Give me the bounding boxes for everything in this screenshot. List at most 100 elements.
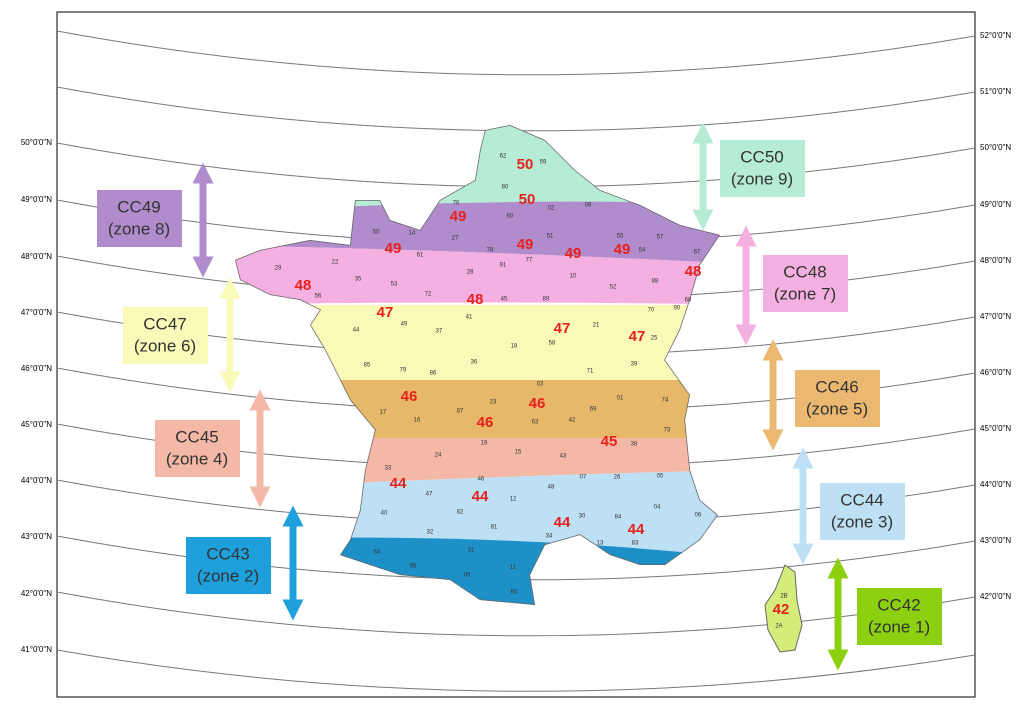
department-number: 70 bbox=[648, 308, 655, 314]
zone-code: CC45 bbox=[175, 427, 218, 446]
zone-name: (zone 2) bbox=[197, 566, 259, 585]
latitude-label: 49°0'0"N bbox=[21, 195, 52, 204]
latitude-label: 46°0'0"N bbox=[980, 368, 1011, 377]
department-number: 87 bbox=[457, 409, 464, 415]
department-number: 68 bbox=[685, 298, 692, 304]
department-number: 86 bbox=[430, 371, 437, 377]
zone-box bbox=[795, 370, 880, 427]
department-number: 63 bbox=[532, 420, 539, 426]
zone-number: 48 bbox=[295, 277, 312, 294]
zone-name: (zone 8) bbox=[108, 219, 170, 238]
zone-box bbox=[763, 255, 848, 312]
latitude-label: 47°0'0"N bbox=[21, 308, 52, 317]
department-number: 58 bbox=[549, 341, 556, 347]
latitude-line bbox=[56, 649, 976, 692]
department-number: 46 bbox=[478, 477, 485, 483]
department-number: 54 bbox=[639, 248, 646, 254]
department-number: 28 bbox=[467, 270, 474, 276]
zone-number: 49 bbox=[565, 245, 582, 262]
zone-name: (zone 3) bbox=[831, 512, 893, 531]
department-number: 30 bbox=[579, 514, 586, 520]
department-number: 32 bbox=[427, 530, 434, 536]
zone-number: 47 bbox=[629, 328, 646, 345]
department-number: 36 bbox=[471, 360, 478, 366]
latitude-label: 51°0'0"N bbox=[980, 87, 1011, 96]
zone-number: 44 bbox=[472, 488, 489, 505]
latitude-label: 50°0'0"N bbox=[21, 138, 52, 147]
department-number: 2A bbox=[775, 624, 782, 630]
latitude-line bbox=[56, 30, 976, 76]
department-number: 09 bbox=[464, 573, 471, 579]
department-number: 24 bbox=[435, 453, 442, 459]
department-number: 84 bbox=[615, 515, 622, 521]
zone-name: (zone 6) bbox=[134, 336, 196, 355]
department-number: 78 bbox=[487, 248, 494, 254]
latitude-label: 42°0'0"N bbox=[21, 589, 52, 598]
department-number: 2B bbox=[780, 594, 787, 600]
zone-number: 49 bbox=[385, 240, 402, 257]
department-number: 11 bbox=[510, 565, 517, 571]
latitude-label: 47°0'0"N bbox=[980, 312, 1011, 321]
zone-number: 46 bbox=[529, 395, 546, 412]
department-number: 17 bbox=[380, 410, 387, 416]
zone-number: 45 bbox=[601, 433, 618, 450]
department-number: 64 bbox=[374, 550, 381, 556]
latitude-label: 43°0'0"N bbox=[980, 536, 1011, 545]
latitude-label: 45°0'0"N bbox=[21, 420, 52, 429]
department-number: 01 bbox=[617, 396, 624, 402]
department-number: 15 bbox=[515, 450, 522, 456]
department-number: 16 bbox=[414, 418, 421, 424]
latitude-label: 52°0'0"N bbox=[980, 31, 1011, 40]
department-number: 35 bbox=[355, 277, 362, 283]
department-number: 39 bbox=[631, 362, 638, 368]
department-number: 45 bbox=[501, 297, 508, 303]
zone-number: 49 bbox=[614, 241, 631, 258]
department-number: 61 bbox=[417, 253, 424, 259]
department-number: 12 bbox=[510, 497, 517, 503]
department-number: 50 bbox=[373, 230, 380, 236]
department-number: 80 bbox=[502, 185, 509, 191]
zone-number: 46 bbox=[477, 414, 494, 431]
department-number: 57 bbox=[657, 235, 664, 241]
department-number: 59 bbox=[540, 160, 547, 166]
department-number: 37 bbox=[436, 329, 443, 335]
department-number: 21 bbox=[593, 323, 600, 329]
department-number: 08 bbox=[585, 203, 592, 209]
zone-code: CC47 bbox=[143, 314, 186, 333]
department-number: 19 bbox=[481, 441, 488, 447]
latitude-label: 41°0'0"N bbox=[21, 645, 52, 654]
latitude-label: 44°0'0"N bbox=[980, 480, 1011, 489]
corsica bbox=[764, 564, 803, 653]
department-number: 81 bbox=[491, 525, 498, 531]
zone-code: CC44 bbox=[840, 490, 883, 509]
department-number: 82 bbox=[457, 510, 464, 516]
department-number: 02 bbox=[548, 206, 555, 212]
zone-box bbox=[155, 420, 240, 477]
zone-number: 47 bbox=[377, 304, 394, 321]
department-number: 55 bbox=[617, 234, 624, 240]
zone-number: 50 bbox=[517, 156, 534, 173]
department-number: 73 bbox=[664, 428, 671, 434]
department-number: 10 bbox=[570, 274, 577, 280]
zone-name: (zone 5) bbox=[806, 399, 868, 418]
zone-number: 46 bbox=[401, 388, 418, 405]
department-number: 06 bbox=[695, 513, 702, 519]
department-number: 13 bbox=[597, 541, 604, 547]
department-number: 77 bbox=[526, 258, 533, 264]
department-number: 42 bbox=[569, 418, 576, 424]
latitude-label: 48°0'0"N bbox=[980, 256, 1011, 265]
department-number: 31 bbox=[468, 548, 475, 554]
department-number: 83 bbox=[632, 541, 639, 547]
department-number: 76 bbox=[453, 201, 460, 207]
zone-number: 48 bbox=[685, 263, 702, 280]
department-number: 48 bbox=[548, 485, 555, 491]
department-number: 03 bbox=[537, 382, 544, 388]
department-number: 66 bbox=[511, 590, 518, 596]
zone-number: 44 bbox=[390, 475, 407, 492]
department-number: 29 bbox=[275, 266, 282, 272]
department-number: 05 bbox=[657, 474, 664, 480]
department-number: 22 bbox=[332, 260, 339, 266]
zone-box bbox=[97, 190, 182, 247]
department-number: 52 bbox=[610, 285, 617, 291]
zone-code: CC46 bbox=[815, 377, 858, 396]
